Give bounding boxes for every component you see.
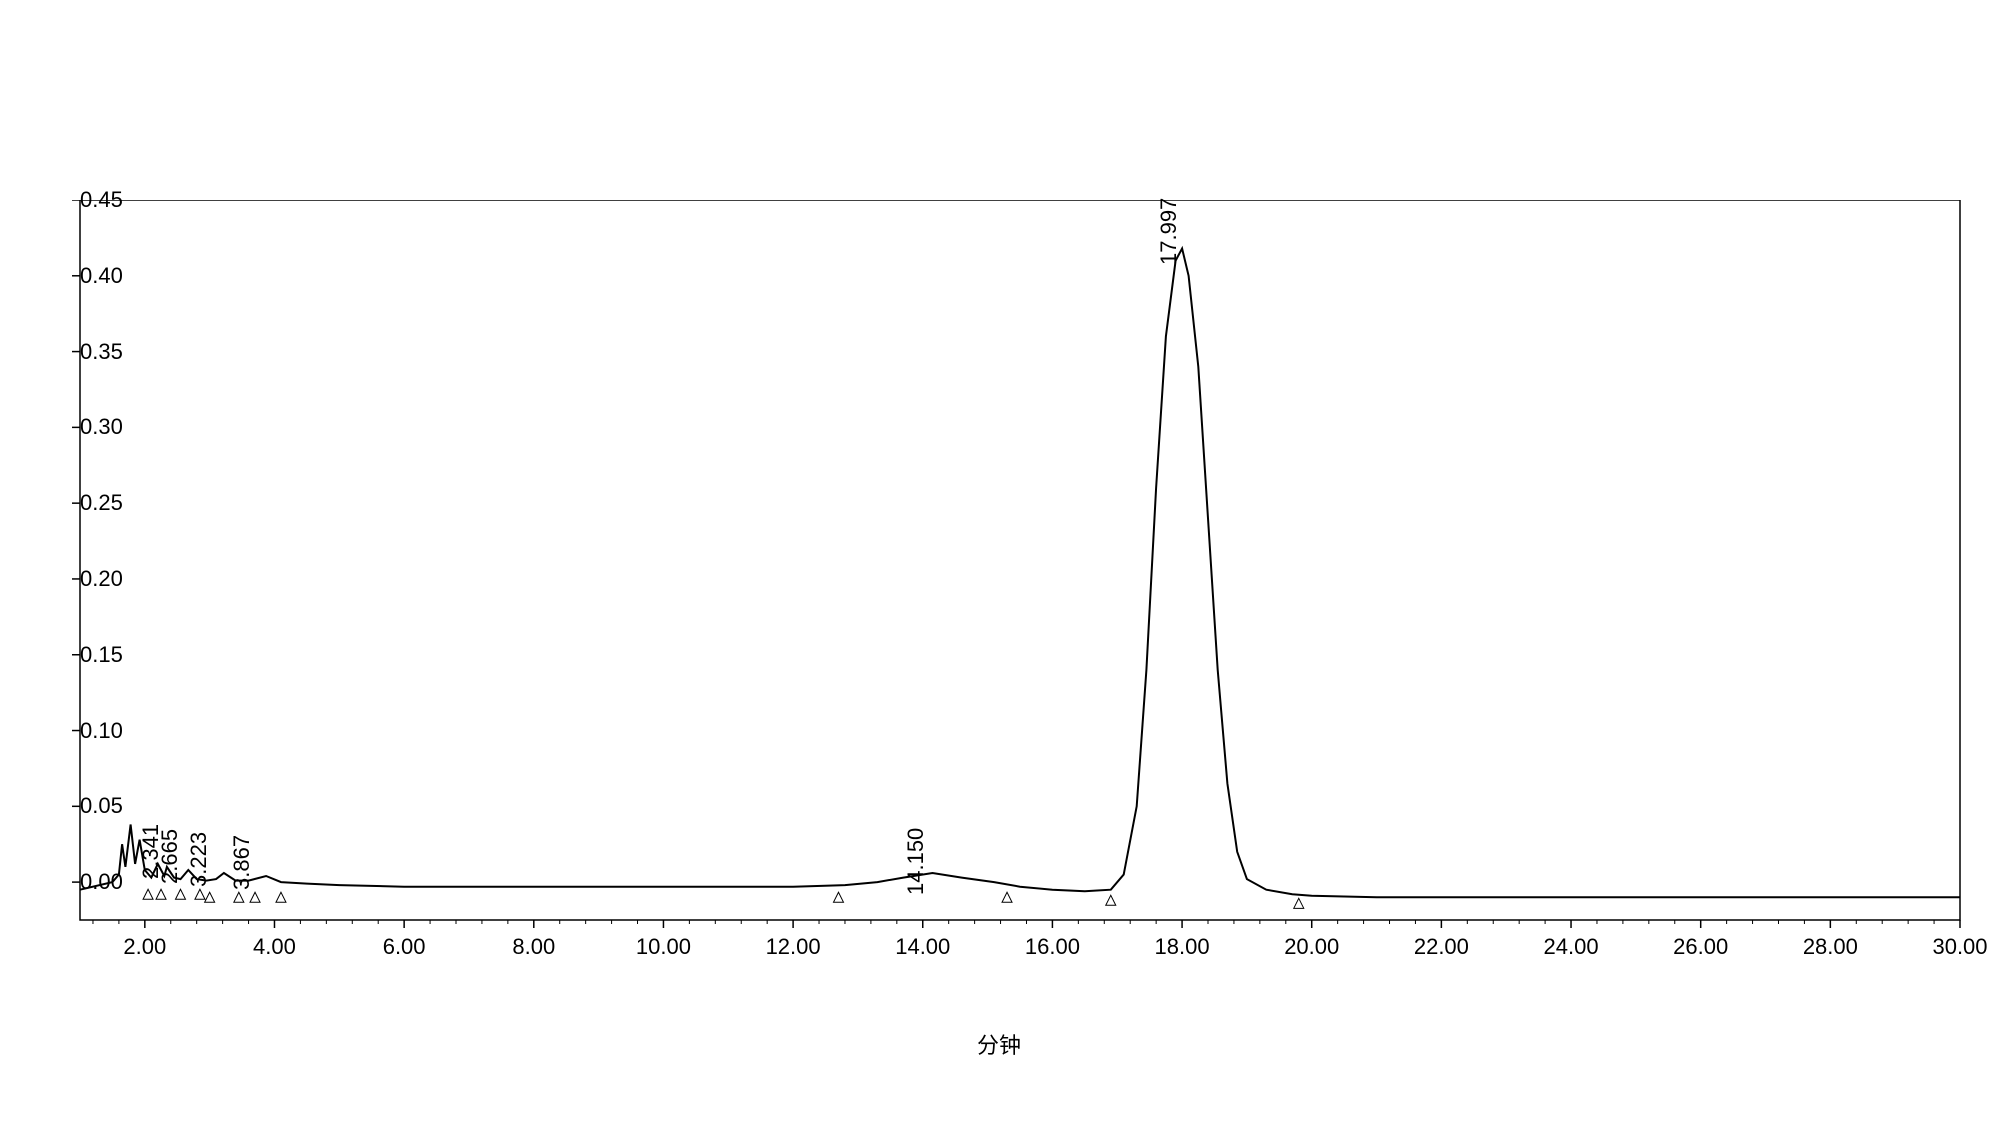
x-tick-label: 28.00 bbox=[1803, 928, 1858, 960]
x-tick-label: 4.00 bbox=[253, 928, 296, 960]
x-tick-label: 24.00 bbox=[1544, 928, 1599, 960]
x-tick-label: 26.00 bbox=[1673, 928, 1728, 960]
x-tick-label: 22.00 bbox=[1414, 928, 1469, 960]
y-tick-label: 0.30 bbox=[80, 414, 86, 440]
chromatogram-chart: 分钟 0.000.050.100.150.200.250.300.350.400… bbox=[20, 200, 1978, 1000]
page: 分钟 0.00 0.05 0.10 0.15 0.20 0.25 0.30 0.35 0.40 0… bbox=[0, 0, 1998, 1145]
x-tick-label: 20.00 bbox=[1284, 928, 1339, 960]
y-tick-label: 0.10 bbox=[80, 718, 86, 744]
y-tick-label: 0.00 bbox=[80, 869, 86, 895]
x-tick-label: 2.00 bbox=[123, 928, 166, 960]
peak-label: 2.665 bbox=[157, 829, 183, 884]
x-tick-label: 18.00 bbox=[1155, 928, 1210, 960]
x-tick-label: 12.00 bbox=[766, 928, 821, 960]
y-tick-label: 0.20 bbox=[80, 566, 86, 592]
y-tick-label: 0.05 bbox=[80, 793, 86, 819]
y-tick-label: 0.35 bbox=[80, 339, 86, 365]
peak-label: 3.867 bbox=[229, 835, 255, 890]
y-tick-label: 0.15 bbox=[80, 642, 86, 668]
x-tick-label: 30.00 bbox=[1932, 928, 1987, 960]
y-tick-label: 0.25 bbox=[80, 490, 86, 516]
chromatogram-svg bbox=[20, 200, 1980, 960]
x-axis-label: 分钟 bbox=[977, 1028, 1021, 1060]
x-tick-label: 10.00 bbox=[636, 928, 691, 960]
x-tick-label: 16.00 bbox=[1025, 928, 1080, 960]
y-tick-label: 0.45 bbox=[80, 187, 86, 213]
peak-label: 14.150 bbox=[903, 827, 929, 894]
peak-label: 17.997 bbox=[1156, 198, 1182, 265]
peak-label: 3.223 bbox=[186, 832, 212, 887]
y-tick-label: 0.40 bbox=[80, 263, 86, 289]
x-tick-label: 8.00 bbox=[512, 928, 555, 960]
x-tick-label: 6.00 bbox=[383, 928, 426, 960]
x-tick-label: 14.00 bbox=[895, 928, 950, 960]
